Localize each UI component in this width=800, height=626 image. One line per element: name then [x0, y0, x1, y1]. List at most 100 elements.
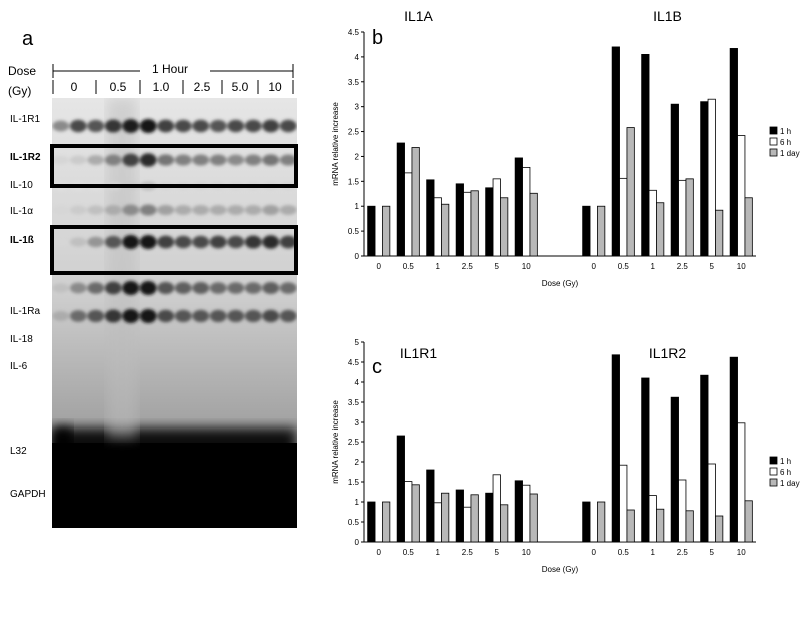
- dose-value-label: 0.5: [109, 80, 127, 94]
- bar-1-h: [514, 157, 523, 257]
- bar-1-h: [729, 48, 738, 257]
- x-tick-label: 2.5: [677, 548, 689, 557]
- gel-band: [52, 283, 70, 293]
- bar-1-day: [382, 501, 391, 543]
- gel-band: [69, 310, 87, 322]
- x-tick-label: 5: [495, 548, 500, 557]
- gel-band: [69, 282, 87, 294]
- y-tick-label: 3.5: [348, 398, 360, 407]
- panel-letter: b: [372, 27, 383, 49]
- bar-1-day: [626, 509, 635, 543]
- gel-image: [52, 98, 297, 528]
- dose-value-label: 0: [70, 80, 78, 94]
- gel-band: [192, 119, 210, 133]
- bar-1-day: [715, 209, 724, 257]
- gel-band: [122, 309, 140, 323]
- gel-band: [87, 155, 105, 165]
- bar-1-h: [426, 469, 435, 543]
- bar-6-h: [404, 481, 413, 543]
- gel-band: [139, 204, 157, 216]
- bar-6-h: [707, 463, 716, 543]
- y-tick-label: 0: [355, 252, 360, 261]
- y-tick-label: 0: [355, 538, 360, 547]
- x-tick-label: 5: [710, 548, 715, 557]
- bar-1-h: [396, 435, 405, 543]
- gel-band: [122, 281, 140, 295]
- gel-band: [279, 235, 297, 249]
- y-tick-label: 4: [355, 378, 360, 387]
- gel-band: [104, 281, 122, 295]
- gel-band: [52, 205, 70, 215]
- gel-band: [227, 309, 245, 323]
- bar-1-h: [641, 54, 650, 257]
- gel-band: [139, 309, 157, 323]
- bar-6-h: [707, 98, 716, 257]
- gel-row-label: IL-1α: [10, 206, 34, 217]
- y-axis-label: mRNA relative increase: [331, 400, 340, 484]
- bar-1-day: [597, 501, 606, 543]
- gel-row-label: IL-1R2: [10, 152, 41, 163]
- gel-band: [52, 155, 70, 165]
- gel-band: [174, 154, 192, 166]
- legend-label: 1 h: [780, 127, 791, 136]
- bar-6-h: [463, 506, 472, 543]
- gel-band: [192, 309, 210, 323]
- bar-1-day: [470, 190, 479, 257]
- dose-value-label: 1.0: [152, 80, 170, 94]
- gel-band: [104, 235, 122, 249]
- bar-1-h: [455, 489, 464, 543]
- y-tick-label: 2.5: [348, 128, 360, 137]
- bar-6-h: [522, 484, 531, 543]
- y-tick-label: 1.5: [348, 478, 360, 487]
- group-title: IL1R1: [400, 345, 438, 361]
- gel-band: [157, 154, 175, 166]
- legend-label: 6 h: [780, 468, 791, 477]
- x-tick-label: 0: [377, 548, 382, 557]
- bar-6-h: [619, 464, 628, 543]
- bar-1-day: [382, 205, 391, 257]
- bar-6-h: [737, 422, 746, 543]
- bar-1-h: [700, 374, 709, 543]
- chart-b: b IL1A IL1B 0 0.5 1 1.5 2 2.5 3 3.5 4 4.5 mRNA relati…: [331, 8, 800, 288]
- x-tick-label: 10: [737, 262, 746, 271]
- gel-band: [192, 235, 210, 249]
- il1r2-highlight-box: [50, 144, 298, 188]
- gel-band: [139, 281, 157, 295]
- gel-band: [209, 205, 227, 215]
- x-tick-label: 0.5: [403, 548, 415, 557]
- gel-band: [209, 282, 227, 294]
- legend-swatch: [769, 137, 778, 146]
- gel-band: [157, 119, 175, 133]
- gel-band: [87, 205, 105, 215]
- bar-1-h: [582, 501, 591, 543]
- y-tick-label: 2.5: [348, 438, 360, 447]
- gel-band: [87, 119, 105, 133]
- group-title: IL1A: [404, 8, 433, 24]
- gel-band: [262, 282, 280, 294]
- gel-row-label: IL-1Ra: [10, 306, 41, 317]
- gel-band: [227, 205, 245, 215]
- x-tick-label: 0: [592, 548, 597, 557]
- dose-label: Dose: [8, 64, 37, 78]
- gel-band: [244, 119, 262, 133]
- bar-1-day: [441, 492, 450, 543]
- y-tick-label: 0.5: [348, 518, 360, 527]
- bar-1-h: [611, 354, 620, 543]
- bar-6-h: [433, 502, 442, 543]
- bar-6-h: [619, 177, 628, 257]
- gel-band: [157, 281, 175, 295]
- y-tick-label: 3: [355, 418, 360, 427]
- bar-1-h: [396, 142, 405, 257]
- bar-1-day: [744, 197, 753, 257]
- y-tick-label: 1: [355, 498, 360, 507]
- gel-band: [262, 309, 280, 323]
- bar-1-day: [500, 197, 509, 257]
- x-tick-label: 10: [737, 548, 746, 557]
- y-tick-label: 5: [355, 338, 360, 347]
- bar-1-day: [744, 500, 753, 543]
- panel-a-letter: a: [22, 28, 34, 50]
- gel-band: [279, 309, 297, 323]
- gel-band: [244, 309, 262, 323]
- bar-1-h: [641, 377, 650, 543]
- y-axis-label: mRNA relative increase: [331, 102, 340, 186]
